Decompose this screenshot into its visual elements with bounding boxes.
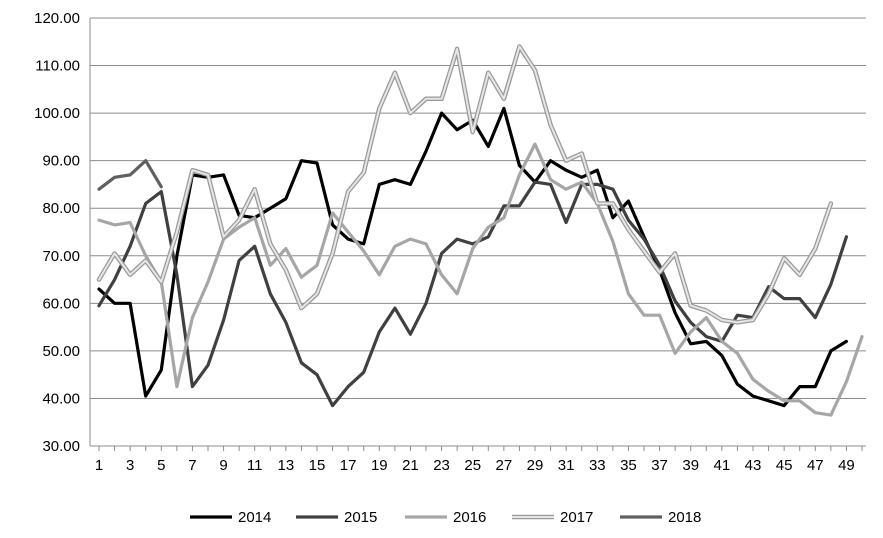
series-line-2017	[98, 45, 832, 324]
y-tick-label: 110.00	[35, 58, 80, 75]
series-lines	[96, 44, 864, 417]
series-2017	[96, 44, 834, 325]
x-tick-label: 33	[589, 457, 606, 474]
legend-item-2014: 2014	[190, 509, 271, 526]
gridlines	[90, 17, 866, 447]
legend: 2014 2015 2016 2017 2018	[190, 509, 701, 526]
x-tick-label: 37	[651, 457, 668, 474]
x-tick-label: 27	[496, 457, 513, 474]
x-tick-label: 43	[745, 457, 762, 474]
y-tick-label: 80.00	[42, 200, 80, 217]
y-tick-label: 100.00	[34, 105, 80, 122]
x-tick-label: 15	[309, 457, 326, 474]
series-line-2016	[97, 142, 864, 417]
x-tick-label: 21	[402, 457, 419, 474]
legend-label: 2014	[238, 509, 271, 526]
x-tick-label: 7	[188, 457, 196, 474]
x-tick-label: 29	[527, 457, 544, 474]
x-tick-label: 5	[157, 457, 165, 474]
x-tick-label: 1	[95, 457, 103, 474]
x-tick-label: 45	[776, 457, 793, 474]
legend-label: 2015	[344, 509, 377, 526]
y-tick-label: 120.00	[34, 10, 80, 27]
x-tick-label: 13	[278, 457, 295, 474]
y-tick-label: 40.00	[42, 390, 80, 407]
x-tick-label: 23	[433, 457, 450, 474]
legend-label: 2017	[560, 509, 593, 526]
y-tick-label: 50.00	[42, 343, 80, 360]
x-tick-label: 39	[682, 457, 699, 474]
x-tick-label: 31	[558, 457, 575, 474]
x-tick-label: 47	[807, 457, 824, 474]
x-tick-label: 19	[371, 457, 388, 474]
series-line-2015	[97, 180, 849, 408]
y-tick-label: 90.00	[42, 153, 80, 170]
legend-item-2017: 2017	[512, 509, 593, 526]
y-tick-label: 30.00	[42, 438, 80, 455]
legend-item-2018: 2018	[620, 509, 701, 526]
series-2015	[97, 180, 849, 408]
legend-label: 2018	[668, 509, 701, 526]
x-tick-label: 17	[340, 457, 357, 474]
x-tick-label: 3	[126, 457, 134, 474]
legend-item-2015: 2015	[296, 509, 377, 526]
y-tick-label: 70.00	[42, 248, 80, 265]
axes: 30.00 40.00 50.00 60.00 70.00 80.00 90.00 100.0…	[34, 10, 866, 474]
legend-item-2016: 2016	[405, 509, 486, 526]
x-tick-label: 25	[464, 457, 481, 474]
x-tick-label: 35	[620, 457, 637, 474]
legend-label: 2016	[453, 509, 486, 526]
series-2018	[97, 159, 163, 191]
y-tick-label: 60.00	[42, 295, 80, 312]
x-tick-label: 11	[247, 457, 263, 474]
x-tick-label: 41	[714, 457, 731, 474]
x-tick-label: 9	[219, 457, 227, 474]
series-2016	[97, 142, 864, 417]
series-line-2018	[97, 159, 163, 191]
x-tick-label: 49	[838, 457, 855, 474]
